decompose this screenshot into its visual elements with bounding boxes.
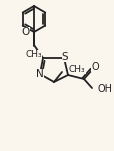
- Text: CH₃: CH₃: [25, 50, 42, 59]
- Text: N: N: [36, 69, 44, 79]
- Text: OH: OH: [97, 84, 112, 94]
- Text: S: S: [61, 52, 68, 62]
- Text: O: O: [90, 62, 98, 72]
- Text: CH₃: CH₃: [68, 64, 85, 74]
- Text: O: O: [22, 27, 30, 37]
